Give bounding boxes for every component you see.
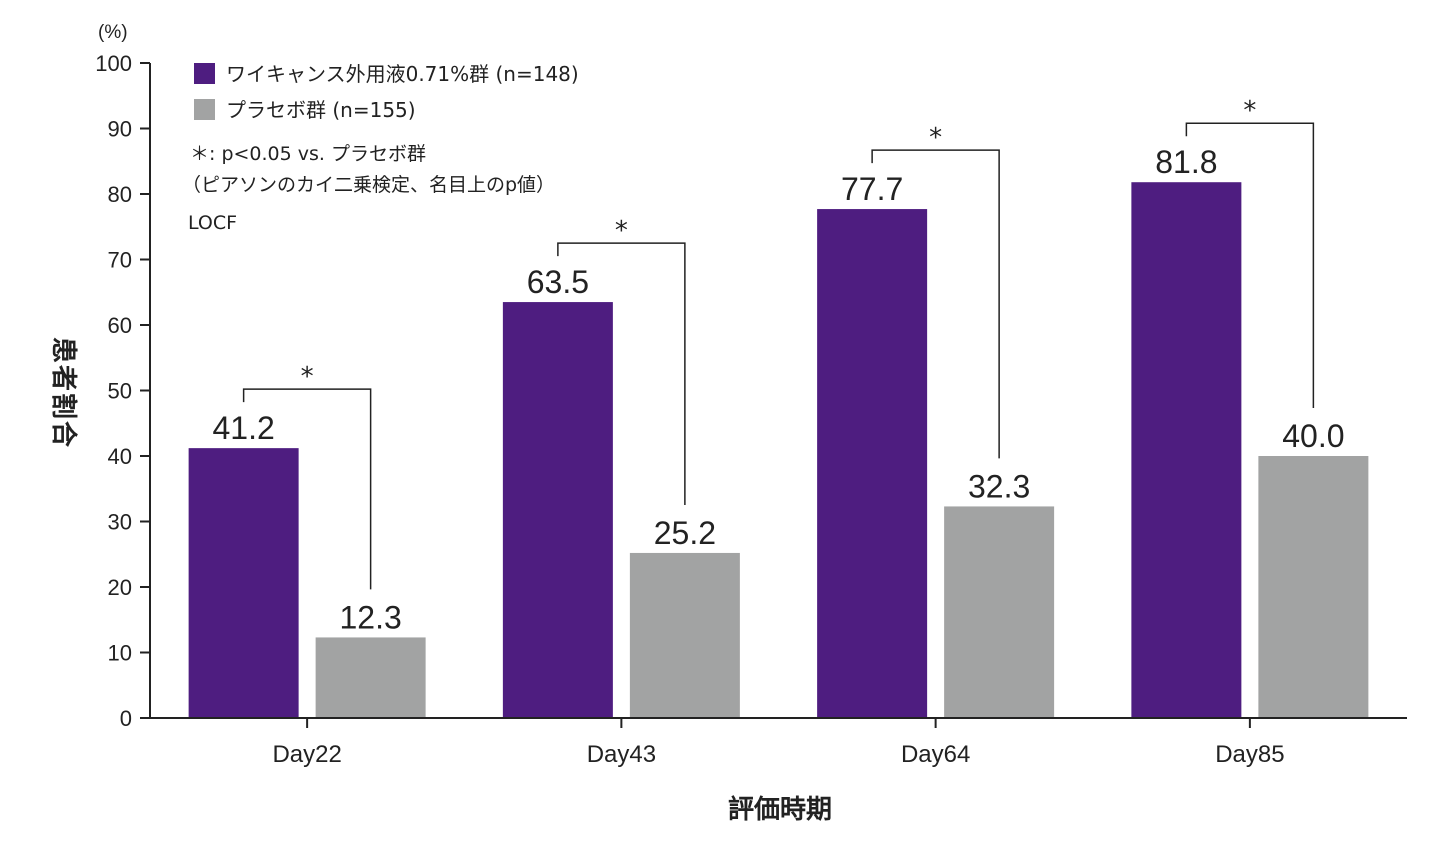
value-label: 63.5	[527, 264, 589, 300]
y-tick-label: 20	[108, 575, 132, 600]
bar-treatment	[1131, 182, 1242, 718]
y-tick-label: 60	[108, 313, 132, 338]
y-tick-label: 80	[108, 182, 132, 207]
significance-bracket	[1185, 122, 1315, 408]
significance-star: *	[929, 123, 942, 153]
value-label: 41.2	[212, 410, 274, 446]
bar-treatment	[502, 302, 613, 718]
y-unit-label: (%)	[98, 22, 128, 43]
note-test-method: （ピアソンのカイ二乗検定、名目上のp値）	[182, 174, 555, 196]
bar-treatment	[188, 448, 299, 718]
value-label: 77.7	[841, 171, 903, 207]
legend-swatch-placebo	[194, 99, 215, 120]
x-axis: Day22 Day43 Day64 Day85	[272, 718, 1285, 768]
y-tick-label: 10	[108, 641, 132, 666]
legend-label-placebo: プラセボ群 (n=155)	[226, 98, 416, 122]
value-label: 12.3	[339, 599, 401, 635]
legend-swatch-treatment	[194, 63, 215, 84]
bar-placebo	[629, 552, 740, 718]
x-tick-label: Day85	[1215, 741, 1284, 768]
significance-brackets: * * * *	[242, 96, 1315, 590]
x-axis-title: 評価時期	[728, 794, 832, 825]
y-tick-label: 30	[108, 510, 132, 535]
bars: 41.2 12.3 63.5 25.2 77.7 32.3 81.8 40.0	[188, 144, 1369, 718]
bar-treatment	[817, 209, 928, 718]
significance-bracket	[871, 149, 1000, 459]
significance-bracket	[242, 388, 372, 590]
bar-placebo	[944, 506, 1055, 718]
y-axis: 0 10 20 30 40 50 60 70 80 90 100	[95, 51, 150, 731]
x-tick-label: Day43	[587, 741, 656, 768]
value-label: 40.0	[1282, 418, 1344, 454]
legend-label-treatment: ワイキャンス外用液0.71%群 (n=148)	[226, 62, 579, 86]
value-label: 25.2	[654, 515, 716, 551]
legend: ワイキャンス外用液0.71%群 (n=148) プラセボ群 (n=155)	[194, 62, 579, 122]
value-label: 81.8	[1155, 144, 1217, 180]
note-locf: LOCF	[188, 212, 237, 234]
significance-star: *	[1243, 96, 1256, 126]
y-tick-label: 90	[108, 117, 132, 142]
significance-star: *	[301, 362, 314, 392]
significance-star: *	[615, 216, 628, 246]
bar-placebo	[315, 637, 426, 718]
y-tick-label: 70	[108, 248, 132, 273]
x-tick-label: Day22	[272, 741, 341, 768]
bar-placebo	[1258, 456, 1369, 718]
y-tick-label: 100	[95, 51, 132, 76]
y-tick-label: 40	[108, 444, 132, 469]
note-significance: ＊: p<0.05 vs. プラセボ群	[190, 143, 426, 165]
y-tick-label: 0	[120, 706, 132, 731]
chart-notes: ＊: p<0.05 vs. プラセボ群 （ピアソンのカイ二乗検定、名目上のp値）…	[182, 143, 555, 234]
x-tick-label: Day64	[901, 741, 970, 768]
significance-bracket	[557, 242, 686, 505]
value-label: 32.3	[968, 468, 1030, 504]
y-tick-label: 50	[108, 379, 132, 404]
y-axis-title: 患者割合	[48, 337, 79, 449]
